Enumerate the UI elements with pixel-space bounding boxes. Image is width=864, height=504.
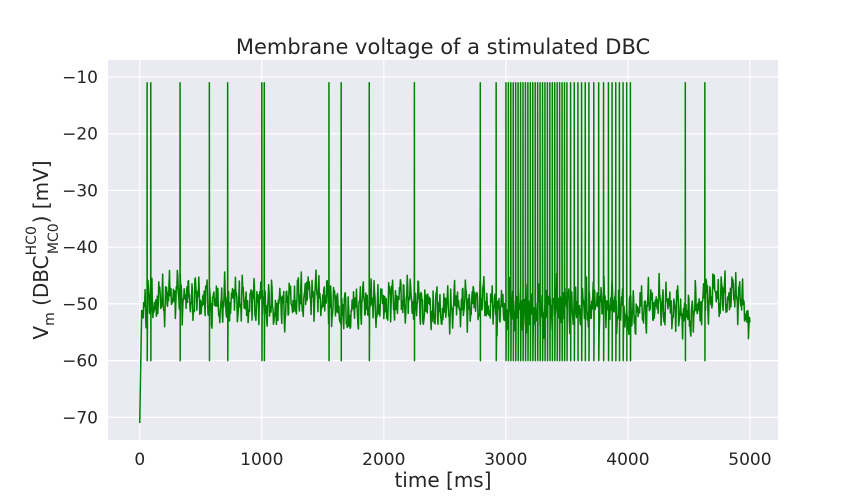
y-label-prefix-sub: m	[42, 312, 58, 326]
series-lines	[138, 81, 751, 424]
y-label-sub: MC0	[46, 223, 62, 254]
x-tick-label: 3000	[484, 450, 527, 470]
y-tick-label: −40	[62, 238, 98, 258]
y-tick-label: −20	[62, 125, 98, 145]
x-tick-label: 1000	[240, 450, 283, 470]
y-tick-label: −10	[62, 68, 98, 88]
y-tick-label: −50	[62, 295, 98, 315]
y-label-sup: HC0	[24, 226, 40, 255]
voltage-trace-line	[138, 81, 751, 424]
y-label-prefix: V	[29, 326, 53, 340]
y-label-open: (DBC	[29, 255, 53, 312]
x-tick-label: 4000	[606, 450, 649, 470]
y-tick-label: −70	[62, 408, 98, 428]
x-tick-label: 0	[134, 450, 145, 470]
plot-background	[108, 60, 778, 440]
y-tick-label: −60	[62, 352, 98, 372]
chart-title: Membrane voltage of a stimulated DBC	[236, 35, 650, 59]
y-axis-label: Vm (DBCHC0 MC0) [mV]	[24, 160, 62, 339]
x-tick-label: 2000	[362, 450, 405, 470]
x-axis-label: time [ms]	[394, 468, 491, 492]
y-tick-label: −30	[62, 181, 98, 201]
x-tick-labels: 0 1000 2000 3000 4000 5000	[134, 450, 771, 470]
y-tick-labels: −70 −60 −50 −40 −30 −20 −10	[62, 68, 98, 428]
y-label-close: ) [mV]	[29, 160, 53, 223]
x-tick-label: 5000	[728, 450, 771, 470]
